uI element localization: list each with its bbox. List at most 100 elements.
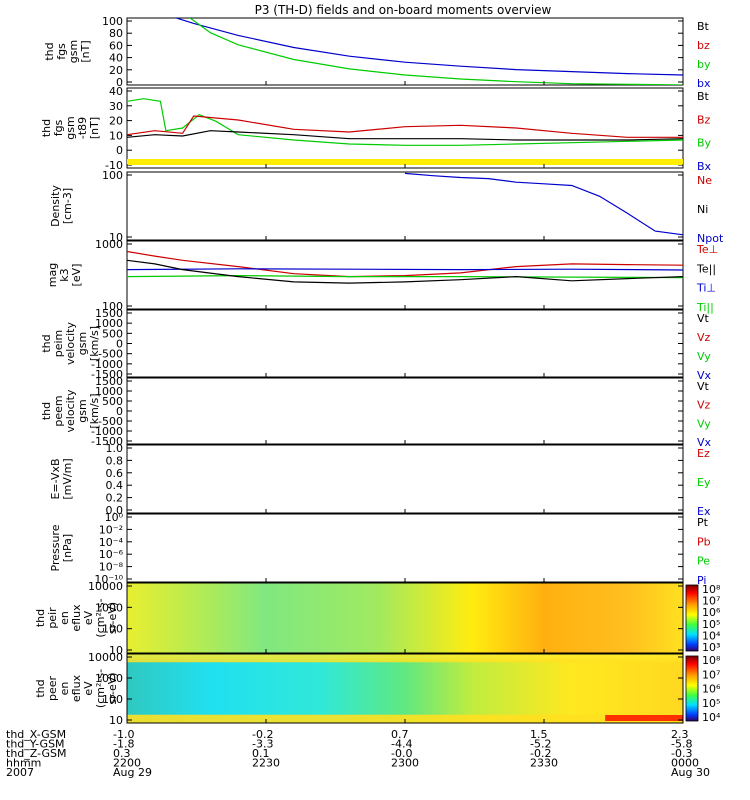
spectrogram bbox=[127, 654, 683, 723]
time-row-value: -1.0 bbox=[113, 728, 134, 741]
time-row-value: -0.2 bbox=[530, 747, 551, 760]
y-axis-label: thd bbox=[40, 119, 53, 137]
y-axis-label: fgs bbox=[55, 43, 68, 60]
legend-entry: Npot bbox=[697, 232, 724, 245]
time-row-value: 0.7 bbox=[391, 728, 409, 741]
legend-entry: Pt bbox=[697, 516, 709, 529]
y-tick-label: 100 bbox=[102, 169, 123, 182]
time-row-value: 0000 bbox=[671, 757, 699, 770]
legend-entry: Vx bbox=[697, 369, 712, 382]
y-tick-label: -10 bbox=[105, 159, 123, 172]
time-row-value: -1.8 bbox=[113, 738, 134, 751]
time-row-value: 2300 bbox=[391, 757, 419, 770]
plot-frame bbox=[126, 87, 684, 169]
y-tick-label: 10 bbox=[109, 231, 123, 244]
colorbar-tick-label: 10⁷ bbox=[702, 668, 720, 681]
y-tick-label: 10 bbox=[109, 644, 123, 657]
y-tick-label: 1500 bbox=[95, 307, 123, 320]
y-axis-label: [km/s] bbox=[88, 393, 101, 428]
colorbar bbox=[685, 584, 699, 652]
y-tick-label: 0.8 bbox=[106, 454, 124, 467]
y-tick-label: 10 bbox=[109, 714, 123, 727]
plot-frame bbox=[126, 171, 684, 241]
y-axis-label: Density bbox=[49, 185, 62, 227]
legend-entry: bx bbox=[697, 77, 711, 90]
legend-entry: Ne bbox=[697, 174, 712, 187]
series-line bbox=[127, 259, 683, 284]
y-axis-label: [eV] bbox=[70, 264, 83, 287]
time-row-value: 2200 bbox=[113, 757, 141, 770]
y-tick-label: 100 bbox=[102, 15, 123, 28]
y-tick-label: 1500 bbox=[95, 375, 123, 388]
legend-entry: Pb bbox=[697, 535, 711, 548]
colorbar-tick-label: 10⁷ bbox=[702, 595, 720, 608]
y-tick-label: 1.0 bbox=[106, 442, 124, 455]
y-axis-label: velocity bbox=[64, 389, 77, 432]
y-tick-label: 500 bbox=[102, 327, 123, 340]
legend-entry: Vy bbox=[697, 350, 711, 363]
y-axis-label: [cm-3] bbox=[61, 188, 74, 224]
time-row-label: thd_X-GSM bbox=[6, 728, 66, 741]
y-tick-label: 100 bbox=[102, 300, 123, 313]
y-tick-label: 30 bbox=[109, 100, 123, 113]
time-row-label: 2007 bbox=[6, 766, 34, 779]
y-tick-label: -1500 bbox=[91, 368, 123, 381]
time-row-value: -5.2 bbox=[530, 738, 551, 751]
y-tick-label: 40 bbox=[109, 85, 123, 98]
y-axis-label: en bbox=[58, 682, 71, 696]
time-row-value: -0.0 bbox=[391, 747, 412, 760]
y-axis-label: velocity bbox=[64, 322, 77, 365]
y-tick-label: 1000 bbox=[95, 317, 123, 330]
quality-bar bbox=[127, 159, 683, 165]
y-axis-label: gsm bbox=[64, 116, 77, 139]
y-axis-label: thd bbox=[43, 42, 56, 60]
panel-4: 100 1000 mag k3 [eV] Te⊥ Te|| Ti⊥ Ti|| bbox=[46, 238, 718, 314]
y-axis-label: thd bbox=[34, 679, 47, 697]
time-row-value: -0.2 bbox=[252, 728, 273, 741]
y-tick-label: 0 bbox=[116, 405, 123, 418]
plot-frame bbox=[126, 513, 684, 583]
y-tick-label: 0 bbox=[116, 144, 123, 157]
y-tick-label: 0.2 bbox=[106, 492, 124, 505]
legend-entry: By bbox=[697, 137, 712, 150]
time-row-label: thd_Y-GSM bbox=[6, 738, 65, 751]
legend-entry: Vt bbox=[697, 312, 710, 325]
legend-entry: Vz bbox=[697, 399, 711, 412]
spectrogram-band bbox=[605, 715, 683, 721]
y-axis-label: en bbox=[58, 611, 71, 625]
legend-entry: Vx bbox=[697, 436, 712, 449]
legend-entry: Ez bbox=[697, 447, 710, 460]
time-row-label: hhmm bbox=[6, 757, 41, 770]
y-tick-label: 10⁻⁴ bbox=[99, 536, 124, 549]
colorbar bbox=[685, 655, 699, 722]
y-axis-label: eV bbox=[82, 610, 95, 625]
y-tick-label: 10⁻² bbox=[99, 523, 123, 536]
y-axis-label: [nPa] bbox=[61, 534, 74, 562]
colorbar-tick-label: 10⁶ bbox=[702, 683, 721, 696]
spectrogram bbox=[127, 583, 683, 653]
y-axis-label: Pressure bbox=[49, 524, 62, 571]
legend-entry: Vz bbox=[697, 331, 711, 344]
chart-title: P3 (TH-D) fields and on-board moments ov… bbox=[255, 3, 552, 17]
y-tick-label: 0.0 bbox=[106, 504, 124, 517]
time-row-value: -3.3 bbox=[252, 738, 273, 751]
colorbar-tick-label: 10⁵ bbox=[702, 697, 720, 710]
y-axis-label: (cm²-s- bbox=[94, 598, 107, 637]
series-line bbox=[127, 130, 683, 141]
y-axis-label: thd bbox=[34, 609, 47, 627]
colorbar-tick-label: 10³ bbox=[702, 641, 720, 654]
y-tick-label: 1000 bbox=[95, 601, 123, 614]
time-row-value: 0.3 bbox=[113, 747, 131, 760]
plot-frame bbox=[126, 309, 684, 378]
legend-entry: Ex bbox=[697, 505, 711, 518]
spectrogram-band bbox=[127, 714, 683, 723]
time-row-value: 1.5 bbox=[530, 728, 548, 741]
y-tick-label: 100 bbox=[102, 623, 123, 636]
series-line bbox=[189, 18, 683, 85]
time-row-value: Aug 29 bbox=[113, 766, 152, 779]
y-axis-label: thd bbox=[40, 402, 53, 420]
legend-entry: bz bbox=[697, 39, 710, 52]
series-line bbox=[127, 268, 683, 271]
